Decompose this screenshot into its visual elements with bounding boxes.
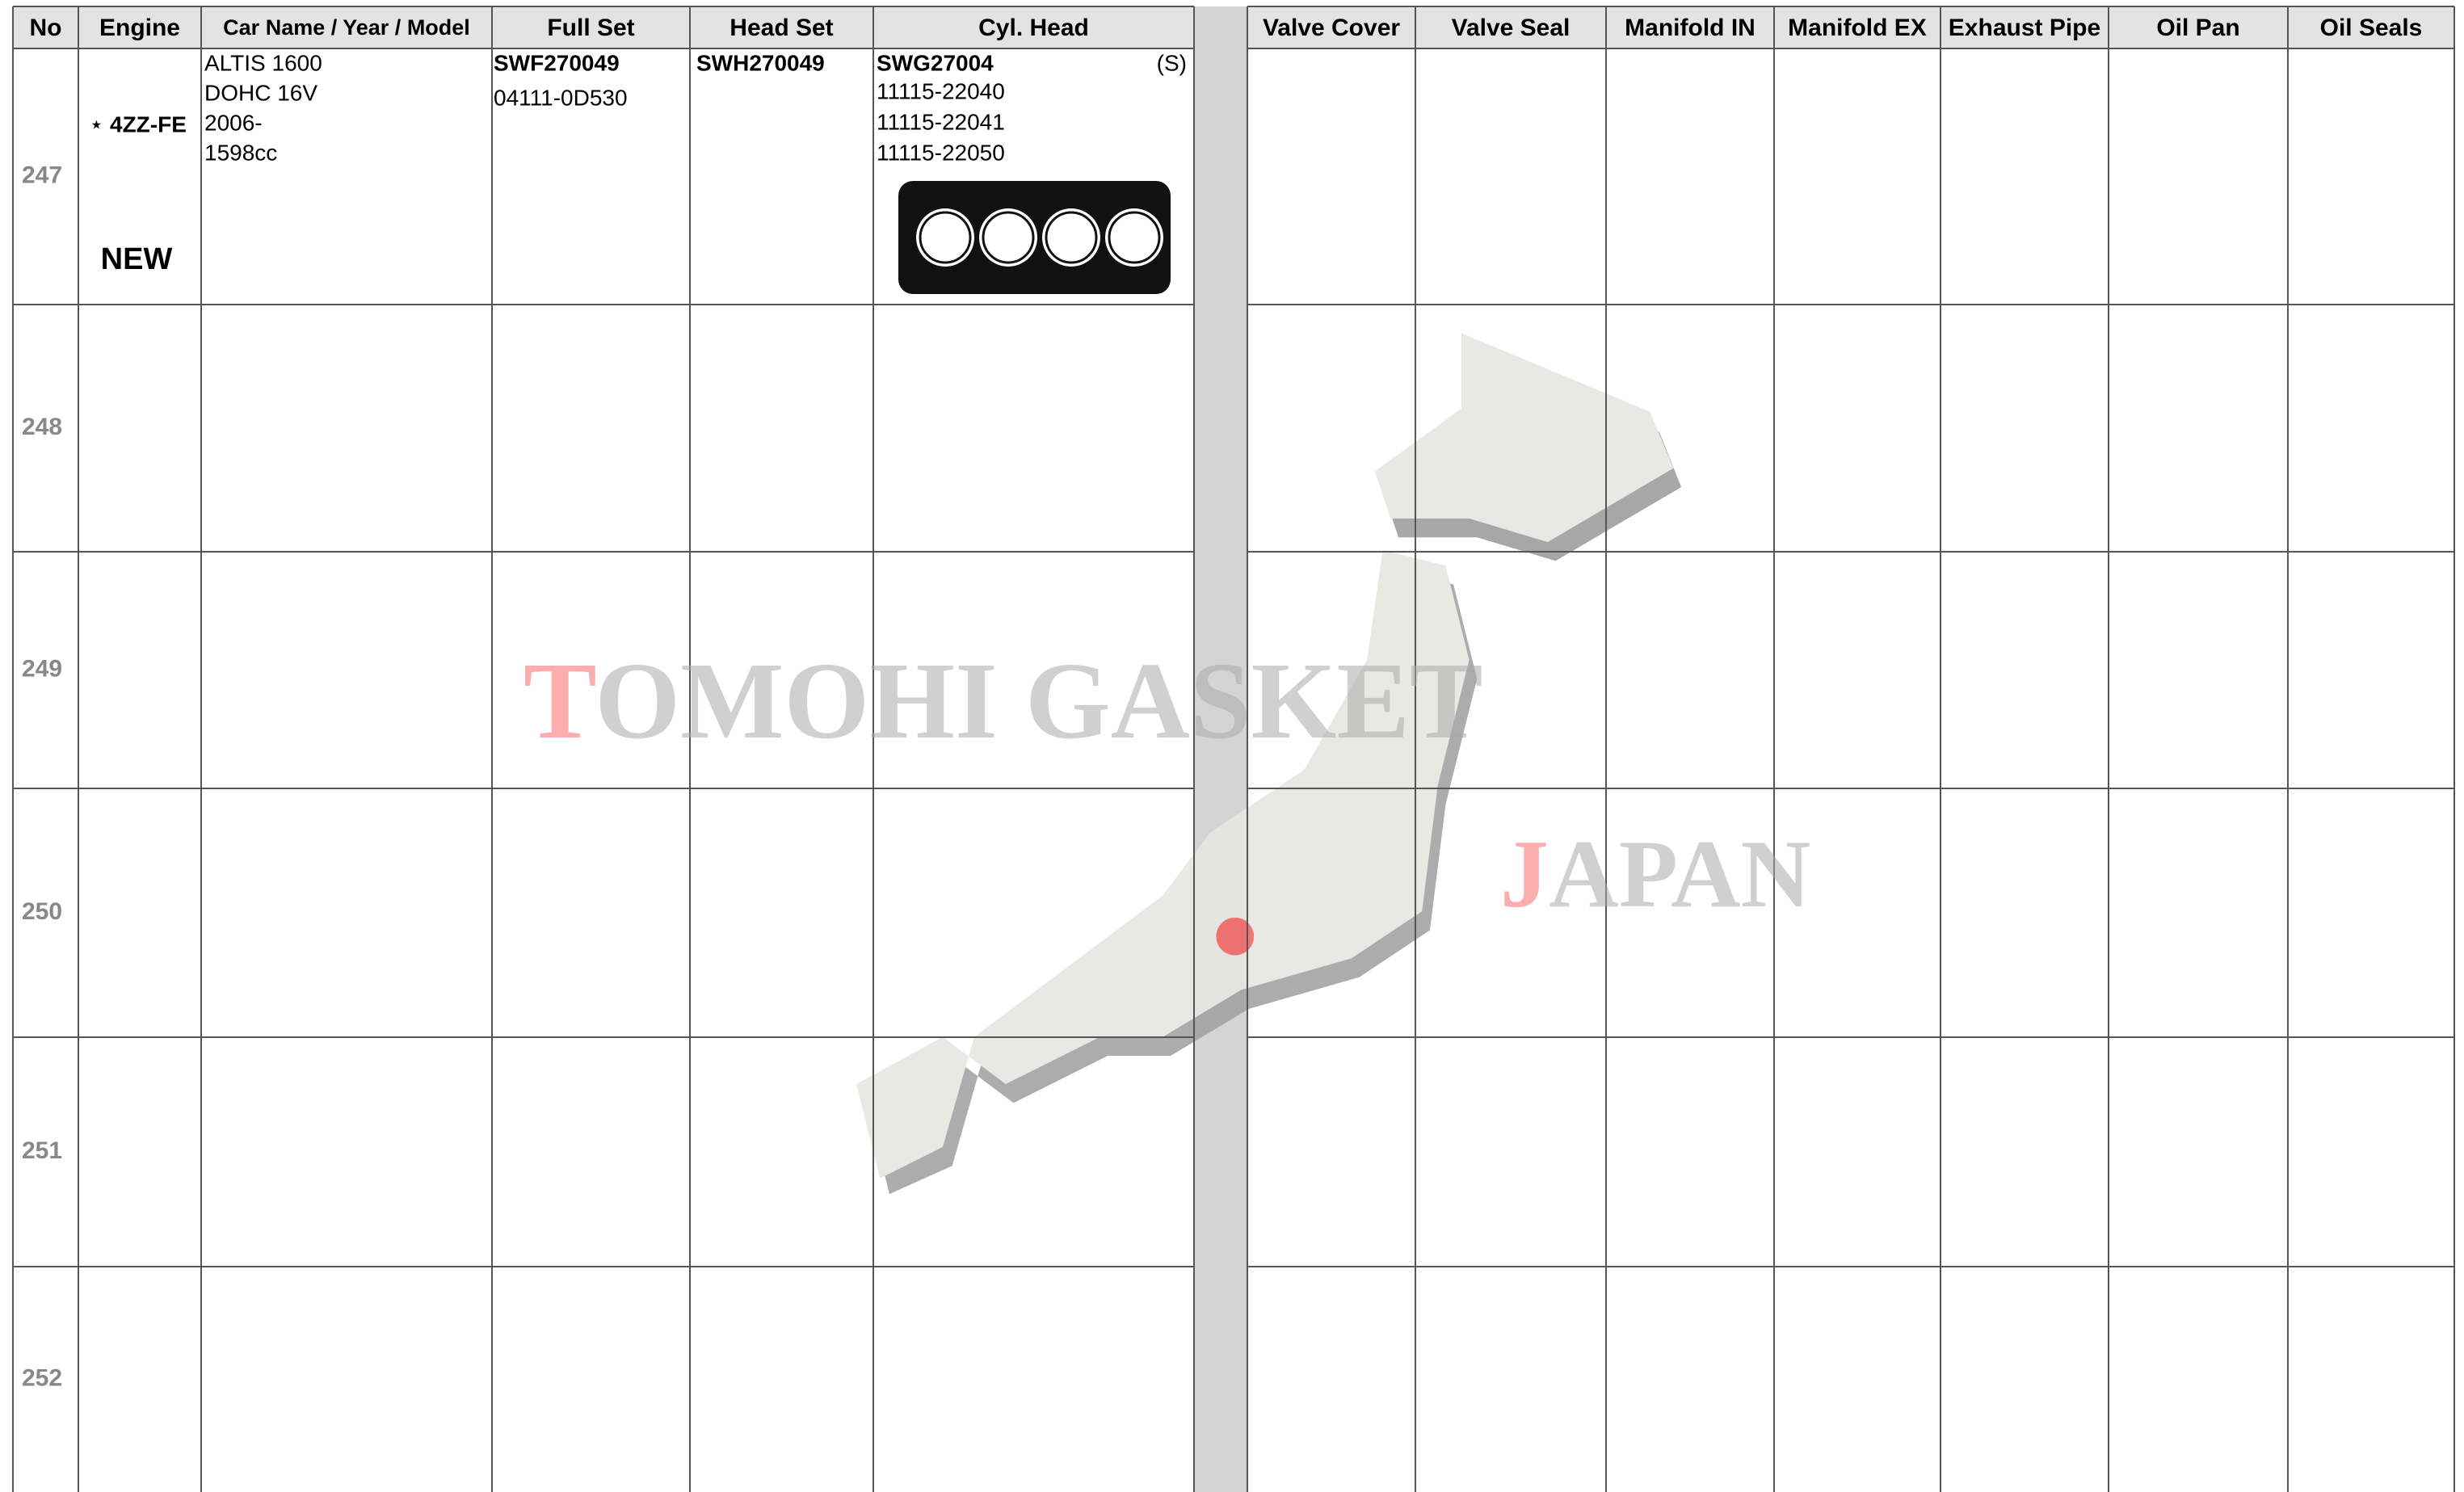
row-number: 247: [22, 162, 62, 188]
car-line: ALTIS 1600: [204, 50, 322, 75]
cyl-head-part: 11115-22050: [877, 140, 1005, 165]
cyl-head-part: 11115-22040: [877, 78, 1005, 103]
row-number: 250: [22, 898, 62, 925]
gasket-image: [898, 181, 1171, 294]
column-header: Full Set: [547, 15, 634, 41]
watermark-country: JAPAN: [1500, 820, 1811, 927]
column-header: Exhaust Pipe: [1949, 15, 2100, 41]
row-number: 249: [22, 655, 62, 682]
cyl-head-code: SWG27004: [877, 50, 994, 75]
japan-map: [856, 333, 1682, 1195]
watermark-brand: TOMOHI GASKET: [523, 641, 1483, 762]
column-header: Valve Seal: [1452, 15, 1570, 41]
header-bg: [1247, 6, 2454, 48]
column-header: Cyl. Head: [978, 15, 1089, 41]
cyl-head-part: 11115-22041: [877, 109, 1005, 134]
cyl-head-note: (S): [1157, 50, 1187, 75]
column-header: Oil Seals: [2320, 15, 2423, 41]
column-header: Valve Cover: [1263, 15, 1400, 41]
car-line: 1598cc: [204, 140, 277, 165]
full-set-code: SWF270049: [494, 50, 620, 75]
full-set-oem: 04111-0D530: [494, 85, 628, 110]
column-header: Manifold IN: [1625, 15, 1755, 41]
column-header: Engine: [99, 15, 180, 41]
row-number: 252: [22, 1364, 62, 1391]
column-gap: [1194, 6, 1247, 1492]
new-badge: NEW: [101, 242, 173, 276]
column-header: Manifold EX: [1788, 15, 1927, 41]
column-header: Oil Pan: [2156, 15, 2239, 41]
row-number: 248: [22, 414, 62, 440]
engine-mark: ⋆: [89, 111, 104, 138]
column-header: Car Name / Year / Model: [223, 15, 470, 40]
column-header: Head Set: [730, 15, 833, 41]
column-header: No: [30, 15, 62, 41]
engine-code: 4ZZ-FE: [110, 111, 187, 137]
header-bg: [13, 6, 1194, 48]
car-line: DOHC 16V: [204, 80, 317, 105]
head-set-code: SWH270049: [696, 50, 825, 75]
car-line: 2006-: [204, 110, 263, 135]
row-number: 251: [22, 1137, 62, 1164]
